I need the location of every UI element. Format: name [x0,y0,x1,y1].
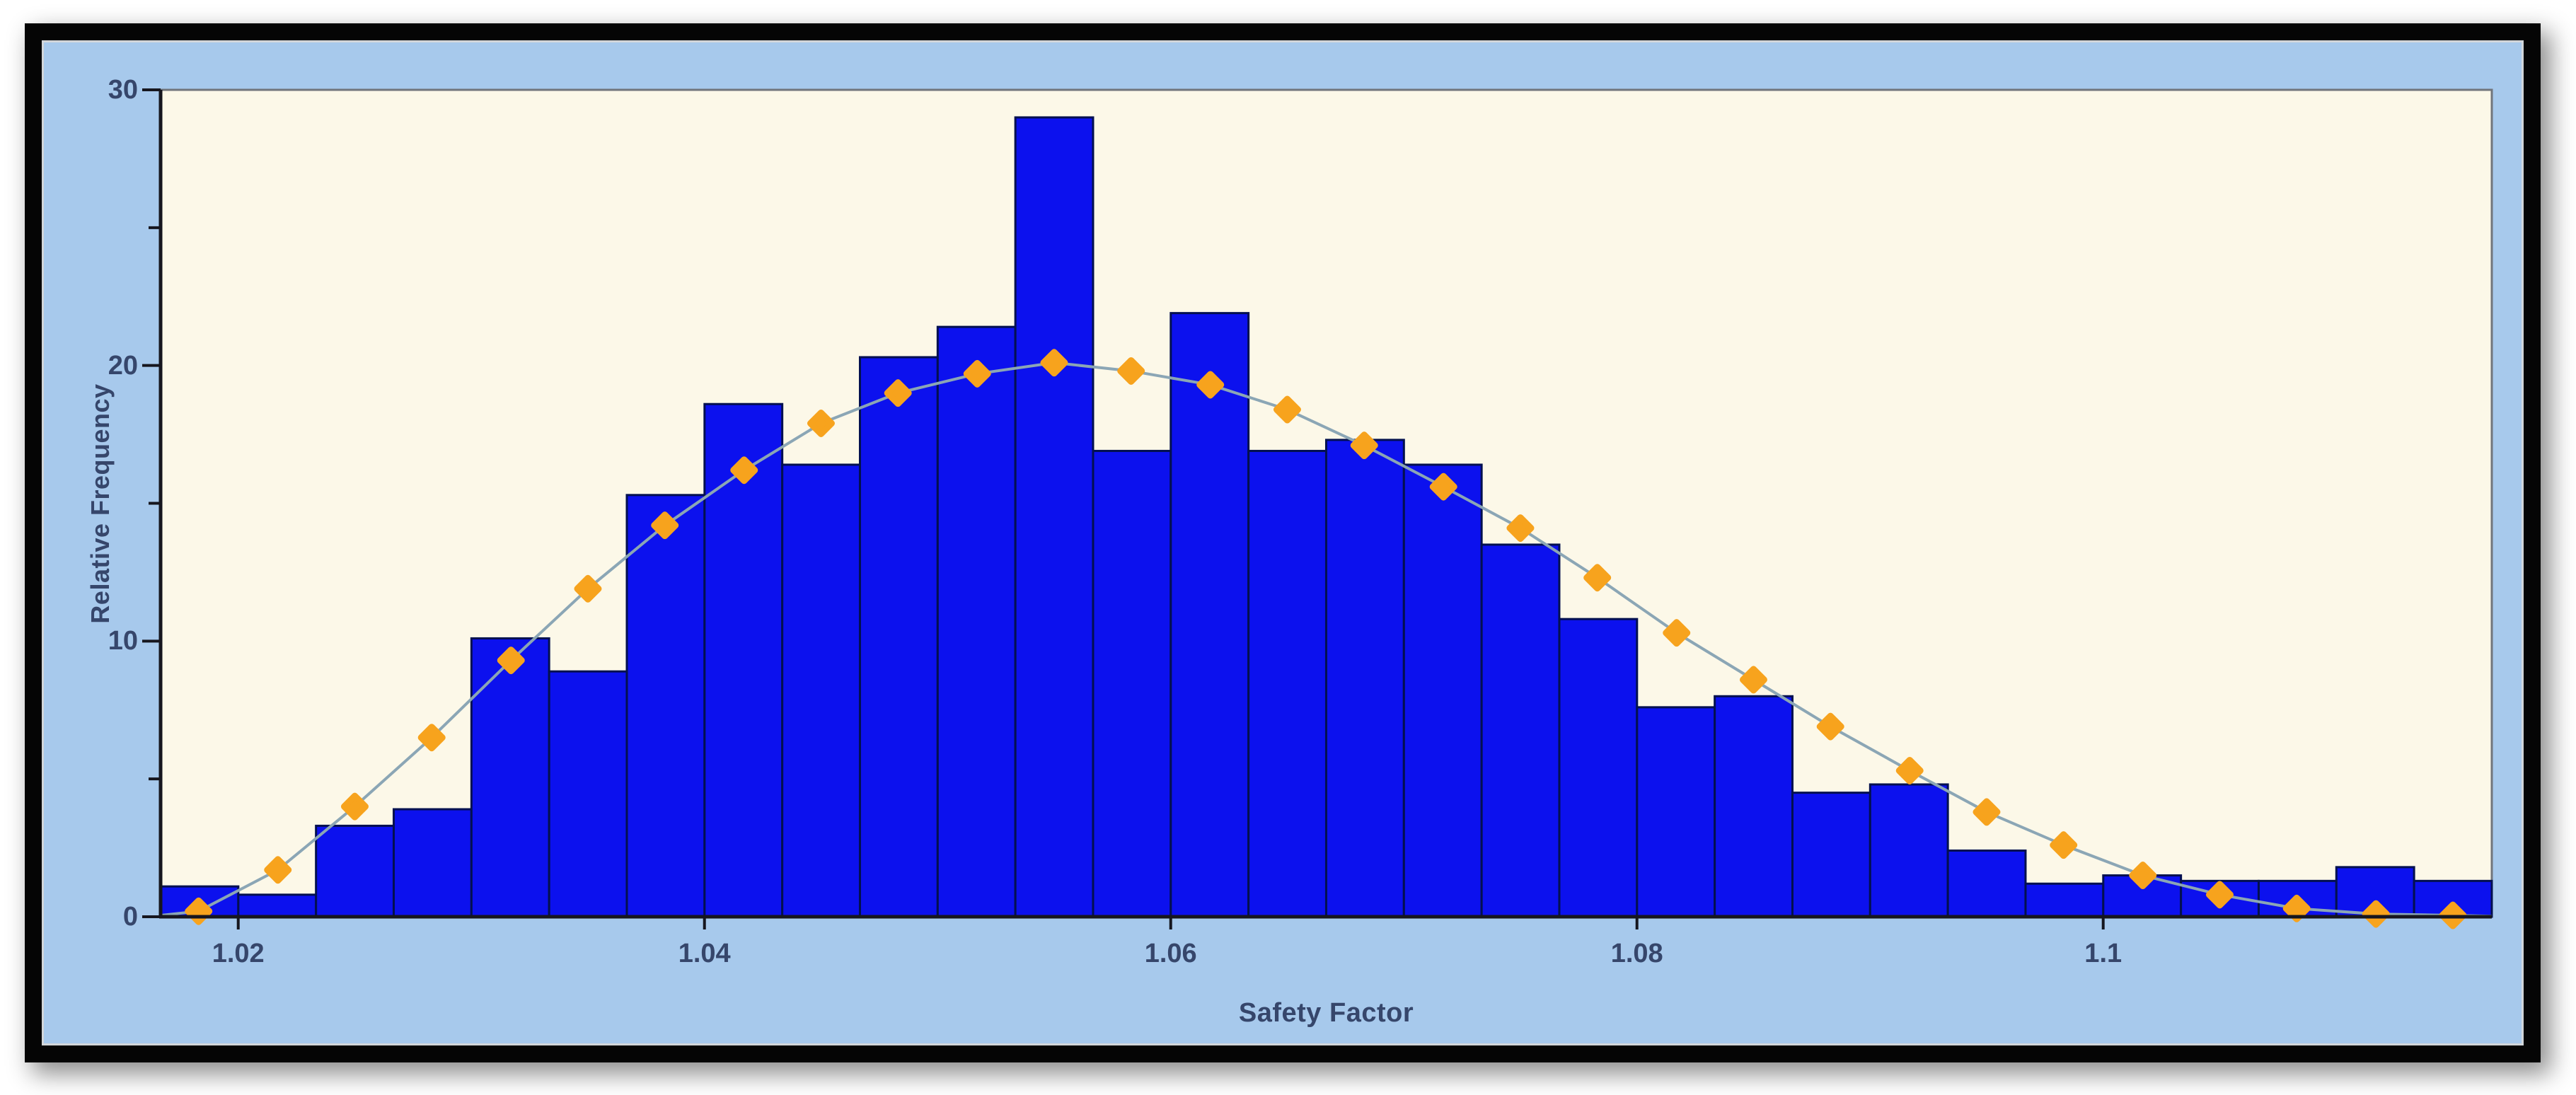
y-tick-label: 0 [122,902,138,932]
x-axis-title: Safety Factor [1238,998,1414,1028]
curve-marker [651,511,679,540]
curve-marker [1429,473,1457,501]
curve-marker [2129,862,2157,890]
histogram-bar [1714,695,1794,918]
histogram-bar [1402,463,1483,918]
curve-marker [1040,349,1068,377]
curve-marker [963,359,991,388]
curve-marker [1973,798,2001,826]
curve-marker [417,724,446,752]
curve-marker [730,456,758,485]
curve-marker [574,574,602,603]
curve-marker [264,856,292,884]
y-tick-label: 20 [108,350,138,381]
curve-marker [1117,357,1145,385]
histogram-bar [315,824,395,918]
curve-marker [1350,431,1378,460]
chart-panel: Relative Frequency Safety Factor 0 10 20 30… [42,40,2524,1045]
histogram-bar [1014,116,1094,918]
histogram-bar [936,325,1017,918]
curve-marker [185,897,213,925]
histogram-bar [1092,449,1172,918]
y-tick-label: 10 [108,626,138,656]
curve-marker [807,409,835,437]
histogram-bar [625,494,706,918]
curve-marker [1583,564,1612,592]
histogram-bar [1480,543,1561,918]
curve-marker [340,792,369,821]
curve-marker [1895,756,1924,784]
curve-marker [2050,831,2078,859]
histogram-bar [470,637,550,918]
curve-marker [1663,619,1691,647]
histogram-bar [1324,439,1405,918]
fit-curve [160,361,2493,918]
histogram-bar [781,463,861,918]
curve-marker [1196,371,1225,399]
x-tick-label: 1.08 [1610,939,1663,968]
curve-marker [2282,894,2311,922]
curve-marker [2362,900,2390,928]
histogram-bar [1636,706,1716,918]
histogram-bar [1869,783,1949,918]
histogram-bar [548,670,628,918]
histogram-bar [1946,849,2027,918]
x-tick-label: 1.04 [678,939,731,968]
histogram-bar [1791,792,1871,918]
histogram-bar [237,893,318,918]
curve-marker [1506,514,1535,543]
y-axis-title: Relative Frequency [86,383,115,624]
curve-marker [1739,666,1767,694]
histogram-bar [2024,882,2105,918]
x-tick-label: 1.06 [1144,939,1197,968]
curve-marker [884,379,912,407]
curve-marker [1816,712,1844,741]
x-tick-label: 1.1 [2084,939,2122,968]
histogram-bar [858,356,939,918]
histogram-bar [1169,312,1250,918]
curve-marker [1273,395,1301,424]
chart-svg [142,88,2493,929]
histogram-bar [1247,449,1327,918]
histogram-bar [392,808,473,918]
curve-marker [2205,881,2234,909]
picture-frame: Relative Frequency Safety Factor 0 10 20 30… [25,23,2541,1062]
curve-marker [497,647,525,675]
histogram-bar [1558,618,1639,918]
y-tick-label: 30 [108,75,138,105]
x-tick-label: 1.02 [212,939,265,968]
